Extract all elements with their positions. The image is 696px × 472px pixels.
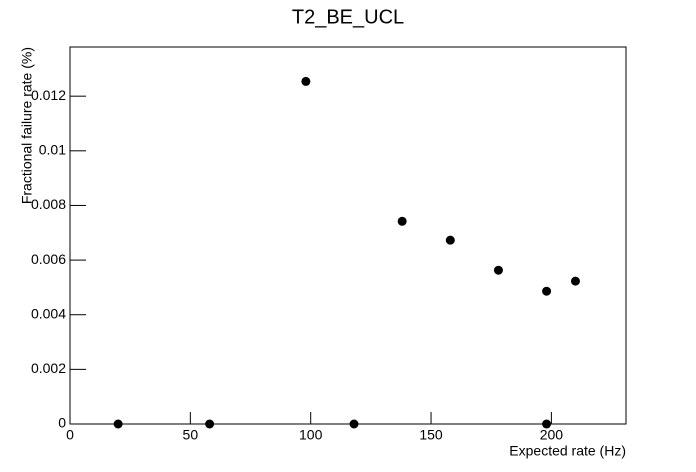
x-tick-label: 50: [183, 427, 199, 443]
point: [349, 419, 359, 429]
y-tick-label: 0.012: [31, 87, 66, 103]
point: [542, 419, 552, 429]
point: [542, 286, 552, 296]
y-tick-label: 0.01: [39, 142, 66, 158]
x-tick-label: 150: [419, 427, 443, 443]
x-axis-label: Expected rate (Hz): [509, 443, 626, 459]
y-tick-label: 0: [58, 415, 66, 431]
point: [301, 76, 311, 86]
x-tick-label: 200: [540, 427, 564, 443]
point: [205, 419, 215, 429]
point: [397, 216, 407, 226]
chart-title: T2_BE_UCL: [292, 6, 404, 28]
point: [570, 276, 580, 286]
plot-frame: [69, 46, 627, 425]
x-tick-label: 0: [66, 427, 74, 443]
point: [113, 419, 123, 429]
point: [445, 235, 455, 245]
y-tick-label: 0.002: [31, 360, 66, 376]
y-tick-label: 0.008: [31, 196, 66, 212]
y-tick-label: 0.006: [31, 251, 66, 267]
y-axis-label: Fractional failure rate (%): [19, 47, 35, 204]
y-tick-label: 0.004: [31, 305, 66, 321]
x-tick-label: 100: [299, 427, 323, 443]
point: [493, 265, 503, 275]
